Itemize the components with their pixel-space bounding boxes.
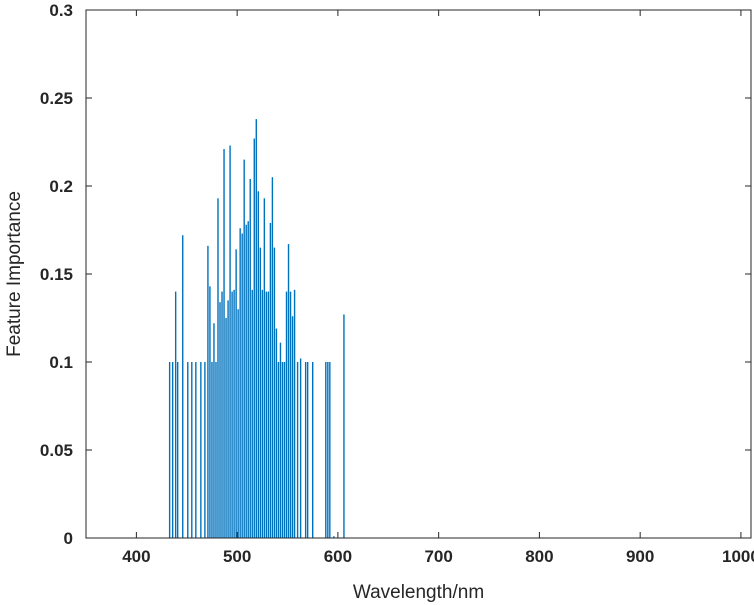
bar	[171, 362, 174, 538]
x-tick-label: 700	[424, 547, 452, 566]
bar	[285, 291, 288, 538]
bar	[287, 244, 290, 538]
bar	[265, 291, 268, 538]
bar	[229, 145, 231, 538]
bar	[251, 289, 253, 538]
bar	[293, 289, 296, 538]
bar	[257, 191, 259, 538]
bar	[200, 362, 202, 538]
bar	[263, 198, 266, 538]
bar	[235, 249, 237, 539]
y-axis-label: Feature Importance	[4, 191, 25, 357]
bar	[174, 291, 177, 538]
bar	[221, 291, 223, 538]
bar	[329, 362, 331, 538]
bar	[227, 300, 229, 538]
bar	[215, 362, 217, 538]
y-tick-label: 0.2	[49, 177, 73, 196]
y-tick-label: 0.3	[49, 1, 73, 20]
bar	[291, 316, 294, 538]
bar	[241, 233, 243, 538]
x-tick-label: 800	[525, 547, 553, 566]
bar-series	[168, 119, 345, 539]
bar	[306, 362, 309, 538]
bar	[225, 318, 227, 538]
y-tick-label: 0.1	[49, 353, 73, 372]
bar	[259, 247, 262, 538]
bar	[267, 291, 270, 538]
y-tick-label: 0.15	[40, 265, 73, 284]
bar	[237, 309, 239, 538]
bar	[255, 119, 257, 539]
bar	[283, 362, 286, 538]
bar	[231, 291, 233, 538]
bar	[223, 149, 225, 539]
bar	[187, 362, 189, 538]
x-tick-label: 900	[626, 547, 654, 566]
bar	[279, 342, 282, 538]
bar	[299, 358, 302, 538]
y-tick-label: 0	[64, 529, 73, 548]
bar	[269, 222, 272, 538]
bar	[273, 247, 276, 538]
bar	[195, 362, 197, 538]
bar	[211, 362, 213, 538]
bar	[182, 235, 184, 538]
bar	[289, 291, 292, 538]
bar	[253, 138, 255, 539]
y-axis: 0 0.05 0.1 0.15 0.2 0.25 0.3	[40, 1, 751, 548]
bar	[207, 245, 209, 538]
bar	[304, 362, 307, 538]
bar	[247, 221, 249, 538]
bar	[239, 228, 241, 539]
bar	[191, 362, 193, 538]
bar	[261, 289, 264, 538]
bar	[271, 177, 274, 538]
y-tick-label: 0.05	[40, 441, 73, 460]
bar	[296, 362, 299, 538]
bar	[249, 178, 251, 538]
y-tick-label: 0.25	[40, 89, 73, 108]
x-tick-label: 500	[223, 547, 251, 566]
bar	[327, 362, 329, 538]
bar	[325, 362, 327, 538]
bar	[219, 302, 221, 538]
bar	[281, 362, 284, 538]
bar	[209, 286, 211, 538]
bar	[343, 314, 345, 538]
bar	[275, 328, 278, 538]
bar	[245, 224, 247, 538]
bar	[333, 536, 335, 538]
x-tick-label: 600	[324, 547, 352, 566]
bar	[217, 198, 219, 538]
bar	[277, 362, 280, 538]
plot-frame	[85, 9, 752, 539]
x-axis-label: Wavelength/nm	[353, 582, 484, 603]
bar	[176, 362, 179, 538]
bar	[312, 362, 314, 538]
bar	[204, 362, 206, 538]
bar	[233, 289, 235, 538]
bar	[168, 362, 171, 538]
bar	[213, 323, 215, 538]
bar	[243, 159, 245, 538]
x-tick-label: 400	[122, 547, 150, 566]
